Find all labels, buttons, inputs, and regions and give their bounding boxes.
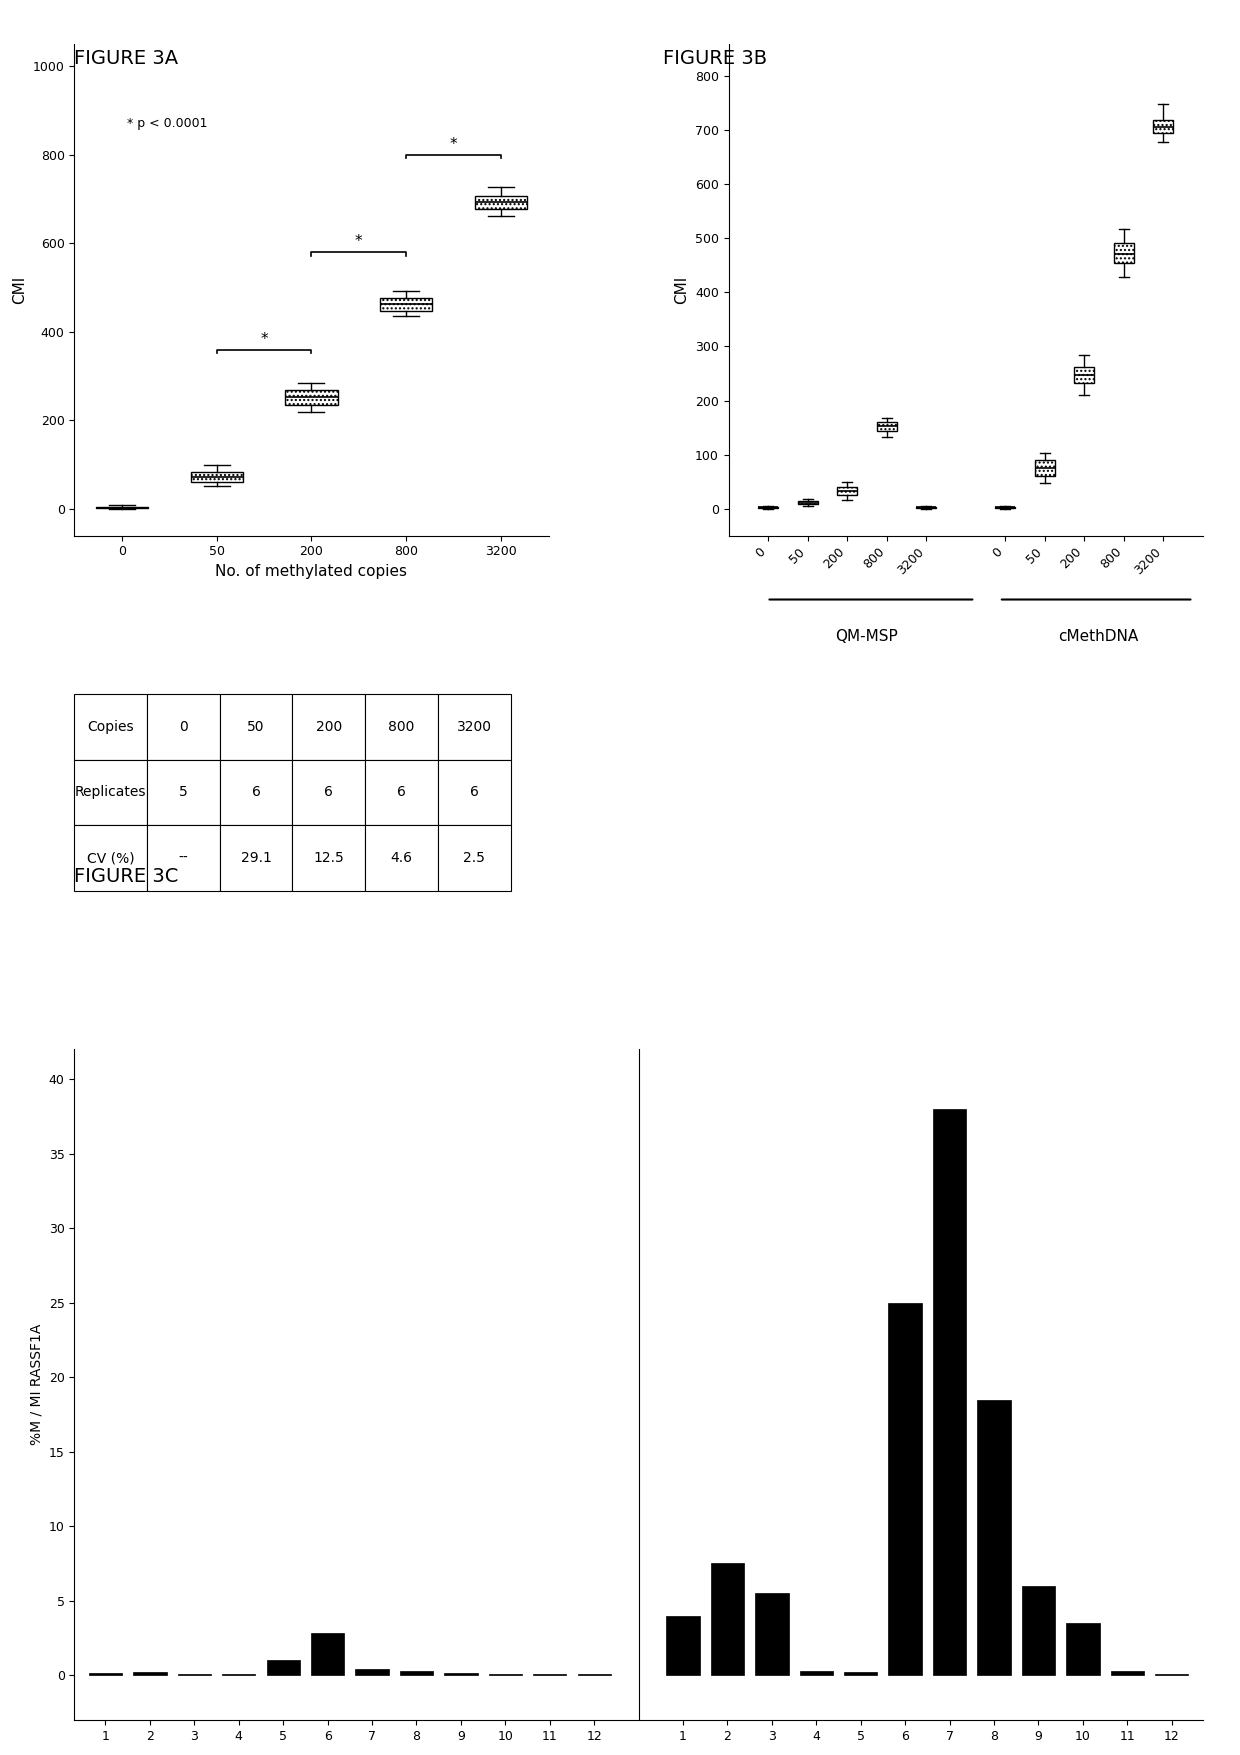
Text: cMethDNA: cMethDNA: [1059, 628, 1138, 644]
X-axis label: No. of methylated copies: No. of methylated copies: [216, 563, 408, 579]
PathPatch shape: [381, 298, 433, 311]
PathPatch shape: [1035, 460, 1055, 476]
Bar: [932, 1109, 966, 1676]
Text: QM-MSP: QM-MSP: [835, 628, 898, 644]
Text: FIGURE 3B: FIGURE 3B: [663, 49, 768, 68]
Bar: [666, 1616, 699, 1676]
Text: *: *: [450, 137, 458, 153]
PathPatch shape: [285, 390, 337, 405]
Text: * p < 0.0001: * p < 0.0001: [126, 118, 207, 130]
Bar: [977, 1399, 1011, 1676]
PathPatch shape: [475, 197, 527, 209]
PathPatch shape: [1074, 367, 1094, 383]
Bar: [1066, 1623, 1100, 1676]
Bar: [1022, 1587, 1055, 1676]
Bar: [89, 1673, 123, 1676]
Text: FIGURE 3A: FIGURE 3A: [74, 49, 179, 68]
Bar: [356, 1669, 388, 1676]
Bar: [311, 1634, 345, 1676]
PathPatch shape: [191, 472, 243, 481]
Bar: [844, 1673, 878, 1676]
Bar: [267, 1660, 300, 1676]
Text: *: *: [355, 235, 362, 249]
Y-axis label: CMI: CMI: [675, 276, 689, 304]
Bar: [711, 1564, 744, 1676]
Bar: [889, 1302, 921, 1676]
Bar: [399, 1671, 433, 1676]
Bar: [800, 1671, 833, 1676]
Text: *: *: [260, 332, 268, 347]
Text: FIGURE 3C: FIGURE 3C: [74, 867, 179, 886]
PathPatch shape: [877, 423, 897, 432]
PathPatch shape: [837, 486, 857, 495]
Bar: [133, 1673, 166, 1676]
Bar: [1111, 1671, 1145, 1676]
Bar: [755, 1594, 789, 1676]
PathPatch shape: [1114, 242, 1133, 263]
Y-axis label: %M / MI RASSF1A: %M / MI RASSF1A: [30, 1323, 43, 1446]
PathPatch shape: [797, 500, 817, 504]
Y-axis label: CMI: CMI: [12, 276, 27, 304]
PathPatch shape: [1153, 119, 1173, 133]
Bar: [444, 1673, 477, 1676]
